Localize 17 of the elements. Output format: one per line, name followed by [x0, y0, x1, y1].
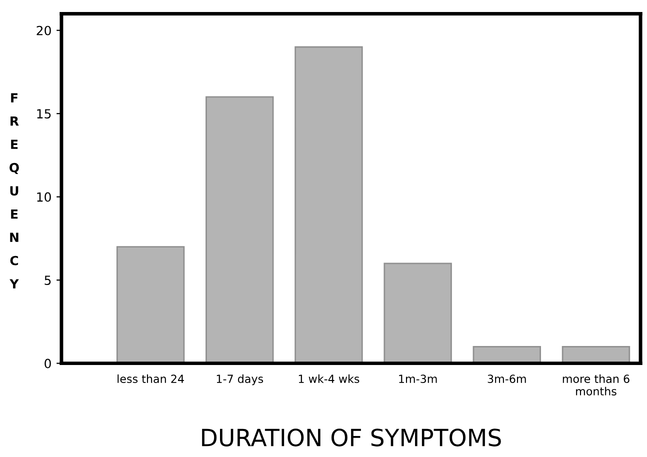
x-tick-label: less than 24 — [118, 374, 184, 384]
bar — [206, 96, 274, 364]
y-tick-label: 20 — [36, 26, 51, 36]
x-tick-label: 1 wk-4 wks — [298, 374, 360, 384]
bar — [384, 262, 452, 364]
y-tick-label: 15 — [37, 109, 51, 119]
y-tick-label: 10 — [37, 192, 51, 202]
text: FREQUENCY — [10, 93, 19, 288]
y-tick-label: 0 — [44, 358, 51, 368]
bar — [294, 46, 363, 364]
x-tick-label: more than 6 months — [562, 374, 630, 396]
x-tick-label: 1m-3m — [399, 374, 437, 384]
x-tick-label: 1-7 days — [216, 374, 264, 386]
y-tick-label: 5 — [44, 276, 51, 285]
bar — [116, 246, 185, 364]
x-axis-title: DURATION OF SYMPTOMS — [202, 428, 501, 446]
x-tick-label: 3m-6m — [488, 374, 526, 384]
